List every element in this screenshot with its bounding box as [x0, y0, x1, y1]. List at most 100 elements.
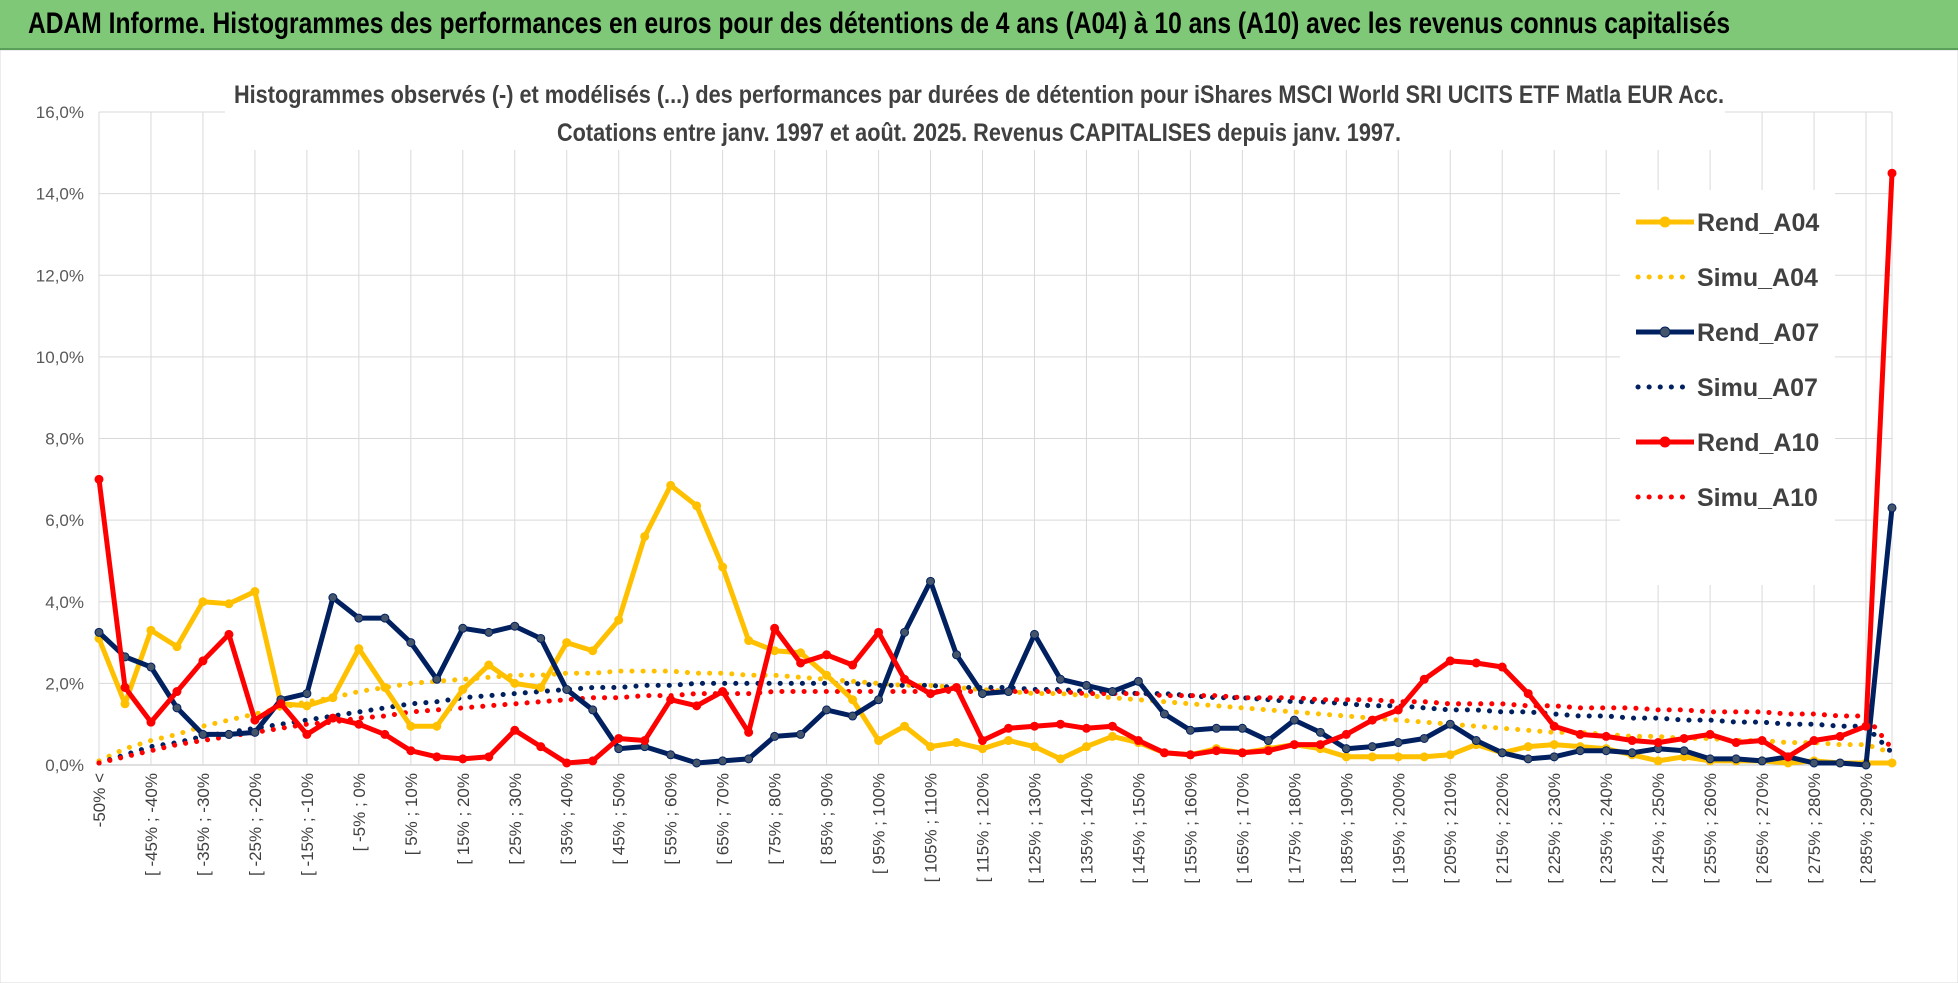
x-tick-label: -50% <: [90, 773, 109, 827]
data-point-rend-a10: [1107, 721, 1117, 731]
data-point-rend-a10: [1003, 723, 1013, 733]
data-point-rend-a04: [1107, 731, 1117, 741]
data-point-rend-a07: [1263, 736, 1273, 746]
data-point-rend-a04: [848, 695, 858, 705]
data-point-rend-a10: [640, 736, 650, 746]
data-point-rend-a07: [250, 727, 260, 737]
chart-title-group: Histogrammes observés (-) et modélisés (…: [225, 74, 1725, 150]
data-point-rend-a10: [1575, 729, 1585, 739]
x-tick-label: [ 45% ; 50%: [610, 773, 629, 865]
data-point-rend-a07: [1081, 680, 1091, 690]
x-tick-label: [ -35% ; -30%: [194, 773, 213, 876]
data-point-rend-a10: [874, 627, 884, 637]
data-point-rend-a07: [1549, 752, 1559, 762]
data-point-rend-a10: [1315, 740, 1325, 750]
data-point-rend-a10: [1185, 750, 1195, 760]
data-point-rend-a07: [432, 674, 442, 684]
data-point-rend-a07: [692, 758, 702, 768]
data-point-rend-a10: [1341, 729, 1351, 739]
data-point-rend-a10: [484, 752, 494, 762]
data-point-rend-a04: [978, 744, 988, 754]
title-backdrop: [225, 74, 1725, 150]
data-point-rend-a10: [1133, 736, 1143, 746]
data-point-rend-a04: [744, 636, 754, 646]
data-point-rend-a10: [458, 754, 468, 764]
data-point-rend-a10: [328, 713, 338, 723]
data-point-rend-a07: [848, 711, 858, 721]
data-point-rend-a07: [614, 744, 624, 754]
data-point-rend-a04: [146, 625, 156, 635]
legend-label-simu-a07: Simu_A07: [1697, 374, 1818, 402]
data-point-rend-a10: [822, 650, 832, 660]
data-point-rend-a07: [1757, 756, 1767, 766]
data-point-rend-a07: [172, 703, 182, 713]
data-point-rend-a07: [1679, 746, 1689, 756]
data-point-rend-a07: [744, 754, 754, 764]
data-point-rend-a10: [1523, 689, 1533, 699]
data-point-rend-a07: [1705, 754, 1715, 764]
y-tick-label: 8,0%: [45, 430, 84, 449]
data-point-rend-a10: [744, 727, 754, 737]
data-point-rend-a10: [1887, 168, 1897, 178]
y-tick-label: 16,0%: [36, 103, 84, 122]
data-point-rend-a04: [1029, 742, 1039, 752]
data-point-rend-a07: [1211, 723, 1221, 733]
data-point-rend-a10: [1809, 736, 1819, 746]
data-point-rend-a10: [1471, 658, 1481, 668]
data-point-rend-a07: [926, 576, 936, 586]
y-tick-label: 10,0%: [36, 348, 84, 367]
data-point-rend-a04: [640, 531, 650, 541]
data-point-rend-a10: [1783, 752, 1793, 762]
data-point-rend-a10: [1445, 656, 1455, 666]
data-point-rend-a04: [1523, 742, 1533, 752]
data-point-rend-a10: [796, 658, 806, 668]
data-point-rend-a07: [1107, 687, 1117, 697]
data-point-rend-a04: [224, 599, 234, 609]
x-tick-label: [ 225% ; 230%: [1545, 773, 1564, 884]
data-point-rend-a10: [120, 682, 130, 692]
x-tick-label: [ 65% ; 70%: [714, 773, 733, 865]
data-point-rend-a04: [406, 721, 416, 731]
x-axis-labels: -50% < [ -45% ; -40% [ -35% ; -30% [ -25% ;…: [90, 773, 1876, 884]
data-point-rend-a07: [1419, 733, 1429, 743]
data-point-rend-a10: [1367, 715, 1377, 725]
x-tick-label: [ -25% ; -20%: [246, 773, 265, 876]
data-point-rend-a07: [458, 623, 468, 633]
data-point-rend-a07: [978, 689, 988, 699]
data-point-rend-a10: [1263, 746, 1273, 756]
data-point-rend-a07: [354, 613, 364, 623]
data-point-rend-a10: [146, 717, 156, 727]
x-tick-label: [ 55% ; 60%: [662, 773, 681, 865]
data-point-rend-a07: [822, 705, 832, 715]
data-point-rend-a07: [1627, 748, 1637, 758]
x-tick-label: [ 5% ; 10%: [402, 773, 421, 855]
series-line-rend-a07: [97, 507, 1895, 768]
data-point-rend-a10: [302, 729, 312, 739]
data-point-rend-a07: [1445, 719, 1455, 729]
x-tick-label: [ 185% ; 190%: [1337, 773, 1356, 884]
data-point-rend-a04: [588, 646, 598, 656]
data-point-rend-a07: [1887, 503, 1897, 513]
data-point-rend-a07: [1497, 748, 1507, 758]
data-point-rend-a10: [1679, 733, 1689, 743]
data-point-rend-a10: [1419, 674, 1429, 684]
legend-label-simu-a10: Simu_A10: [1697, 484, 1818, 512]
data-point-rend-a10: [1055, 719, 1065, 729]
data-point-rend-a10: [276, 699, 286, 709]
data-point-rend-a10: [926, 689, 936, 699]
data-point-rend-a04: [874, 736, 884, 746]
data-point-rend-a10: [1497, 662, 1507, 672]
data-point-rend-a07: [1575, 746, 1585, 756]
y-tick-label: 2,0%: [45, 674, 84, 693]
x-tick-label: [ 75% ; 80%: [766, 773, 785, 865]
data-point-rend-a04: [458, 684, 468, 694]
data-point-rend-a07: [1523, 754, 1533, 764]
data-point-rend-a07: [952, 650, 962, 660]
data-point-rend-a04: [1445, 750, 1455, 760]
data-point-rend-a10: [770, 623, 780, 633]
data-point-rend-a10: [1653, 738, 1663, 748]
x-tick-label: [ 195% ; 200%: [1389, 773, 1408, 884]
data-point-rend-a10: [94, 474, 104, 484]
data-point-rend-a07: [718, 756, 728, 766]
legend-label-rend-a10: Rend_A10: [1697, 429, 1819, 457]
